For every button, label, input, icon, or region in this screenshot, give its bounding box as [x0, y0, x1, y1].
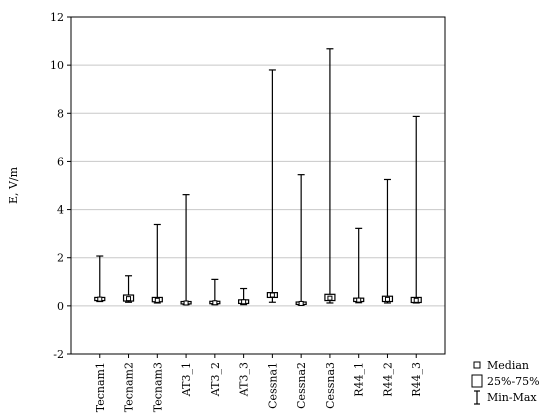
median-marker-R44_1	[356, 297, 362, 303]
box-Cessna3	[324, 48, 336, 304]
y-axis-title: E, V/m	[7, 166, 20, 204]
y-tick-label-6: 10	[50, 59, 64, 72]
box-R44_1	[353, 227, 365, 304]
y-tick-label-7: 12	[50, 11, 64, 24]
y-tick-label-5: 8	[57, 107, 64, 120]
box-AT3_2	[209, 278, 221, 306]
legend-box-label: 25%-75%	[487, 375, 540, 388]
x-axis: Tecnam1 Tecnam2 Tecnam3 AT3_1 AT3_2 AT3_3 Cess…	[94, 354, 423, 412]
legend-range-symbol	[474, 390, 480, 405]
box-Cessna2	[295, 174, 307, 306]
box-Tecnam1	[94, 255, 106, 303]
median-marker-Cessna2	[298, 300, 304, 306]
median-marker-AT3_1	[183, 300, 189, 306]
gridlines	[71, 64, 445, 307]
median-marker-Tecnam1	[97, 296, 103, 302]
y-tick-label-2: 2	[57, 252, 64, 265]
median-marker-Tecnam3	[154, 297, 160, 303]
median-marker-Cessna3	[327, 295, 333, 301]
x-tick-label-2: Tecnam3	[151, 362, 164, 412]
box-R44_2	[381, 178, 394, 304]
median-marker-R44_2	[384, 296, 390, 302]
legend: Median 25%-75% Min-Max	[471, 359, 540, 405]
y-tick-label-0: -2	[53, 348, 64, 361]
box-Tecnam3	[151, 223, 163, 304]
plot-frame	[70, 16, 446, 355]
x-tick-label-0: Tecnam1	[94, 362, 107, 412]
y-tick-label-3: 4	[57, 204, 64, 217]
box-R44_3	[410, 115, 422, 304]
x-tick-label-1: Tecnam2	[123, 362, 136, 412]
legend-range-label: Min-Max	[487, 391, 537, 404]
legend-median-label: Median	[487, 359, 529, 372]
x-tick-label-4: AT3_2	[209, 362, 222, 397]
median-marker-AT3_2	[212, 300, 218, 306]
box-AT3_1	[180, 194, 192, 306]
box-AT3_3	[238, 287, 250, 306]
box-Cessna1	[266, 69, 278, 303]
median-marker-AT3_3	[241, 299, 247, 305]
legend-box-symbol	[471, 374, 483, 388]
x-tick-label-3: AT3_1	[180, 362, 193, 397]
x-tick-label-8: Cessna3	[324, 362, 337, 409]
median-marker-R44_3	[413, 297, 419, 303]
x-tick-label-9: R44_1	[353, 362, 366, 397]
x-tick-label-10: R44_2	[381, 362, 394, 397]
median-marker-Tecnam2	[126, 296, 132, 302]
box-Tecnam2	[122, 275, 135, 303]
legend-median-symbol	[473, 361, 481, 369]
x-tick-label-6: Cessna1	[266, 362, 279, 409]
y-tick-label-1: 0	[57, 300, 64, 313]
x-tick-label-7: Cessna2	[295, 362, 308, 409]
x-tick-label-11: R44_3	[410, 362, 423, 397]
x-tick-label-5: AT3_3	[238, 362, 251, 397]
median-marker-Cessna1	[269, 292, 275, 298]
box-series	[94, 48, 422, 306]
y-axis: -2 0 2 4 6 8 10 12	[50, 11, 71, 361]
y-tick-label-4: 6	[57, 155, 64, 168]
